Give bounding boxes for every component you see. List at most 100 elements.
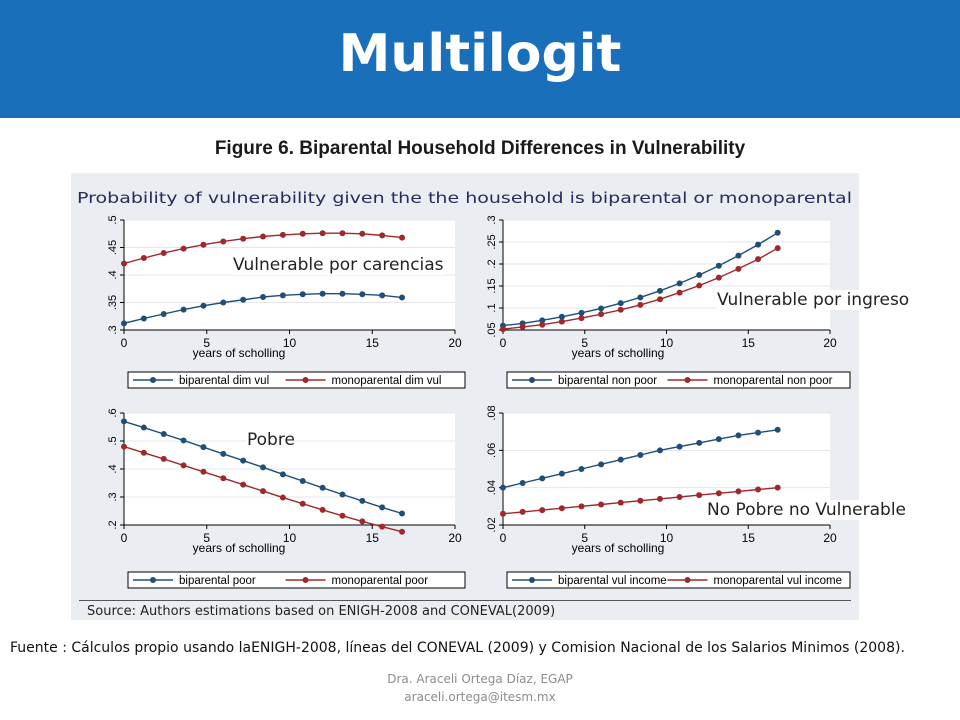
panel-4-legend-marker <box>684 577 691 583</box>
panel-2-y-tick-label: .2 <box>486 259 498 268</box>
panel-2-x-tick-label: 0 <box>500 336 507 350</box>
panel-3-series-1-point <box>140 424 147 431</box>
panel-3-series-2-point <box>359 518 366 525</box>
panel-1-series-1-point <box>121 320 127 327</box>
panel-2-group: .05 .1 .15 .2 .25 .3 0 5 10 15 20 years of schollin… <box>486 215 851 389</box>
panel-3-series-1-point <box>279 471 286 478</box>
panel-4-x-tick-label: 0 <box>500 531 507 545</box>
panel-1-series-1-point <box>240 296 247 303</box>
panel-3-series-2-point <box>279 494 286 501</box>
panel-4-x-axis-title: years of scholling <box>572 541 665 555</box>
panel-2-series-2-point <box>755 256 762 263</box>
panel-4-y-tick-label: .02 <box>486 517 498 532</box>
panel-3-x-tick-label: 5 <box>203 531 210 545</box>
panel-2-series-2-point <box>637 301 644 308</box>
title-bar <box>0 0 960 118</box>
panel-1-series-1-point <box>299 291 306 298</box>
panel-4-series-2-point <box>539 507 546 514</box>
source-note: Source: Authors estimations based on ENI… <box>87 604 555 619</box>
panel-3-y-tick-label: .2 <box>107 520 119 529</box>
panel-4-series-2-point <box>774 484 781 491</box>
footnote: Fuente : Cálculos propio usando laENIGH-… <box>10 640 905 656</box>
panel-1-x-tick-label: 10 <box>283 336 297 350</box>
panel-1-x-tick-label: 20 <box>448 336 462 350</box>
panel-1-series-2-point <box>220 238 227 245</box>
panel-4-series-1-point <box>696 439 703 446</box>
panel-4-y-tick-label: .08 <box>486 405 498 420</box>
panel-2-series-1-point <box>676 280 683 287</box>
panel-3-y-tick-label: .3 <box>107 492 119 501</box>
footer-email: araceli.ortega@itesm.mx <box>404 690 556 704</box>
slide-title: Multilogit <box>338 24 622 84</box>
panel-2-y-tick-label: .25 <box>486 234 498 249</box>
panel-3-series-1-point <box>220 450 227 457</box>
panel-2-series-1-point <box>539 317 546 324</box>
panel-1-legend-label: monoparental dim vul <box>332 375 442 387</box>
panel-2-series-2-point <box>696 282 703 289</box>
panel-4-series-2-point <box>696 492 703 499</box>
panel-3-series-1-point <box>299 478 306 485</box>
panel-3-series-1-point <box>359 497 366 504</box>
panel-1-series-2-point <box>240 235 247 242</box>
panel-4-group: .02 .04 .06 .08 0 5 10 15 20 years of scholling bi… <box>486 405 851 589</box>
panel-2-series-1-point <box>735 252 742 259</box>
panel-2-series-2-point <box>774 245 781 252</box>
panel-3-series-1-point <box>260 464 267 471</box>
panel-3-series-1-point <box>200 444 207 451</box>
panel-3-series-2-point <box>379 523 386 530</box>
panel-4-series-1-point <box>755 429 762 436</box>
panel-1-legend: biparental dim vul monoparental dim vul <box>127 371 466 389</box>
panel-4-series-2-point <box>676 494 683 500</box>
panel-2-series-2-point <box>715 274 722 281</box>
panel-2-x-tick-label: 10 <box>660 336 674 350</box>
panel-3-series-2-point <box>319 506 326 513</box>
panel-3-series-2-point <box>140 449 147 456</box>
panel-4-series-1-point <box>656 447 663 454</box>
panel-4-x-tick-label: 5 <box>581 531 588 545</box>
panel-4-series-1-point <box>558 470 565 477</box>
panel-2-series-2-point <box>519 323 526 330</box>
panel-2-series-2-point <box>598 311 605 318</box>
panel-1-series-2-point <box>279 231 286 238</box>
panel-2-series-2-point <box>500 326 506 333</box>
panel-2-x-axis-title: years of scholling <box>572 346 665 360</box>
panel-4-series-2-point <box>755 486 762 493</box>
panel-1-series-1-point <box>399 294 406 301</box>
panel-4-series-1-point <box>598 461 605 468</box>
panel-1-series-2-point <box>160 250 167 256</box>
panel-label-carencias: Vulnerable por carencias <box>232 255 445 275</box>
panel-1-y-tick-label: .5 <box>107 215 119 224</box>
panel-label-pobre: Pobre <box>246 430 296 450</box>
panel-2-legend-marker <box>684 377 691 383</box>
panel-2-x-tick-label: 15 <box>742 336 756 350</box>
panel-4-x-tick-label: 10 <box>660 531 674 545</box>
panel-4-legend-label: monoparental vul income <box>714 575 843 587</box>
panel-1-series-2-point <box>379 232 386 239</box>
panel-2-series-1-point <box>598 305 605 312</box>
panel-1-x-tick-label: 0 <box>121 336 128 350</box>
panel-2-series-1-point <box>637 294 644 301</box>
panel-1-series-2-point <box>359 230 366 237</box>
panel-1-series-1-point <box>279 292 286 299</box>
panel-3-series-2-point <box>339 512 346 519</box>
panel-3-series-2-point <box>200 468 207 475</box>
panel-1-x-tick-label: 5 <box>203 336 210 350</box>
panel-3-y-tick-label: .6 <box>107 408 119 417</box>
panel-3-x-tick-label: 15 <box>366 531 380 545</box>
panel-3-y-tick-label: .5 <box>107 436 119 445</box>
panel-3-y-tick-label: .4 <box>107 464 119 473</box>
panel-2-series-2-point <box>735 265 742 272</box>
panel-2-series-2-point <box>617 306 624 313</box>
panel-3-series-2-point <box>299 500 306 507</box>
panel-1-legend-label: biparental dim vul <box>179 375 269 387</box>
figure-caption: Figure 6. Biparental Household Differenc… <box>214 138 746 159</box>
panel-2-series-2-point <box>558 318 565 325</box>
panel-1-series-2-point <box>339 230 346 237</box>
panel-1-series-2-point <box>121 260 127 267</box>
panel-4-series-2-point <box>519 508 526 515</box>
panel-1-y-tick-label: .35 <box>107 295 119 310</box>
panel-4-series-1-point <box>617 456 624 463</box>
panel-2-series-2-point <box>656 296 663 303</box>
panel-3-legend-marker <box>150 577 156 583</box>
panel-4-series-2-point <box>656 495 663 502</box>
